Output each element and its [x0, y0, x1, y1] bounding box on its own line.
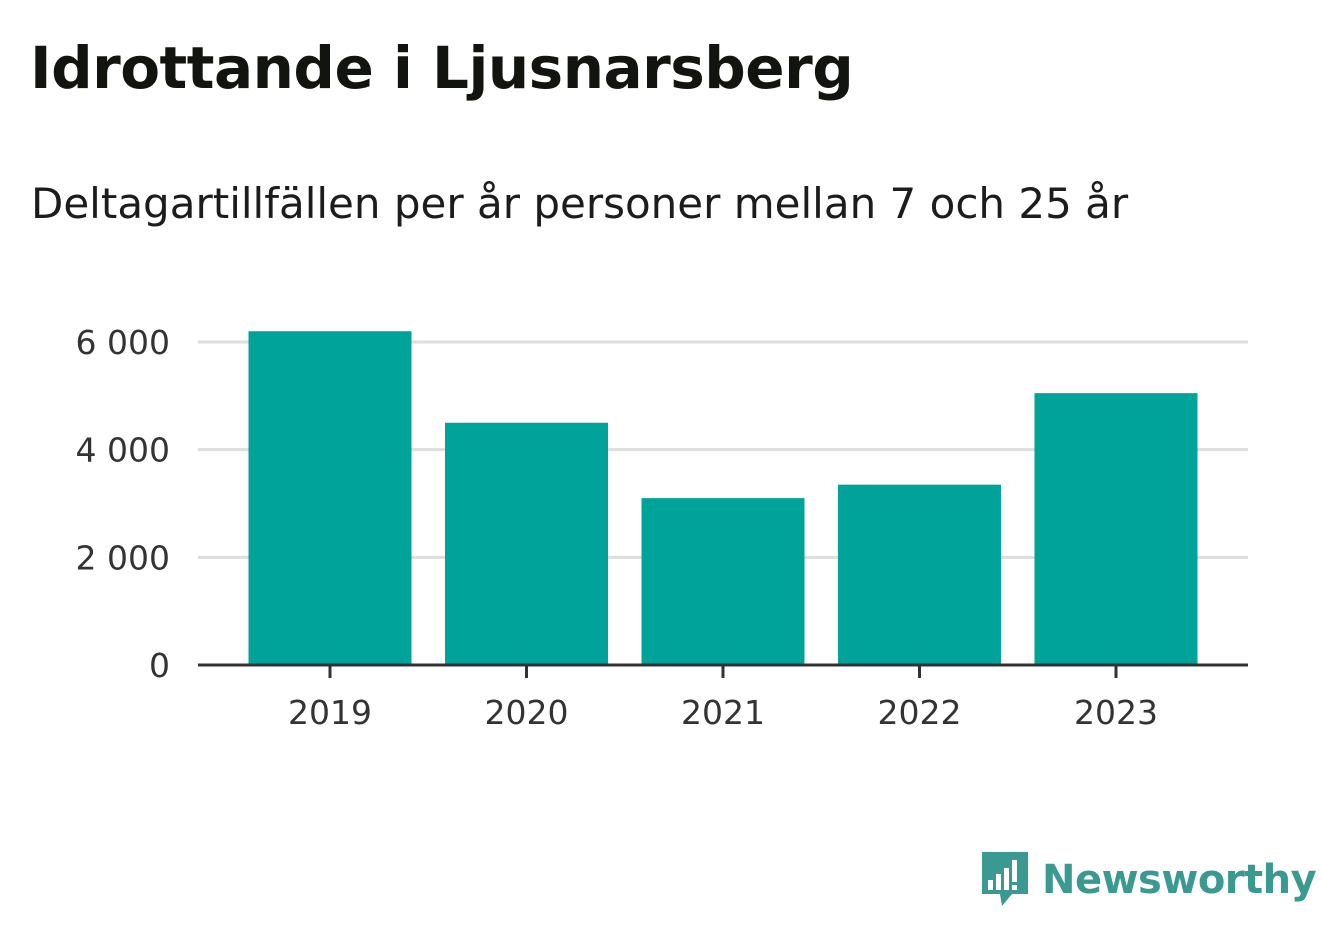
y-tick-label: 2 000: [76, 538, 170, 577]
y-tick-label: 0: [149, 646, 170, 685]
y-tick-label: 4 000: [76, 431, 170, 470]
y-axis-ticks: 0 2 000 4 000 6 000: [76, 323, 170, 685]
brand-name: Newsworthy: [1042, 857, 1317, 903]
x-axis-ticks: 2019 2020 2021 2022 2023: [288, 665, 1158, 732]
x-tick-label: 2023: [1074, 693, 1158, 732]
bar-2023: [1034, 393, 1198, 665]
brand-logo: Newsworthy: [980, 850, 1317, 910]
newsworthy-logo-icon: [982, 852, 1028, 906]
x-tick-label: 2022: [878, 693, 962, 732]
bar-2019: [248, 331, 412, 665]
x-tick-label: 2021: [681, 693, 765, 732]
y-tick-label: 6 000: [76, 323, 170, 362]
x-tick-label: 2019: [288, 693, 372, 732]
bars: [248, 331, 1198, 665]
chart-subtitle: Deltagartillfällen per år personer mella…: [31, 179, 1129, 228]
chart-title: Idrottande i Ljusnarsberg: [30, 34, 854, 102]
bar-2020: [445, 422, 608, 665]
bar-2021: [641, 498, 805, 665]
x-tick-label: 2020: [485, 693, 569, 732]
bar-2022: [838, 484, 1001, 665]
